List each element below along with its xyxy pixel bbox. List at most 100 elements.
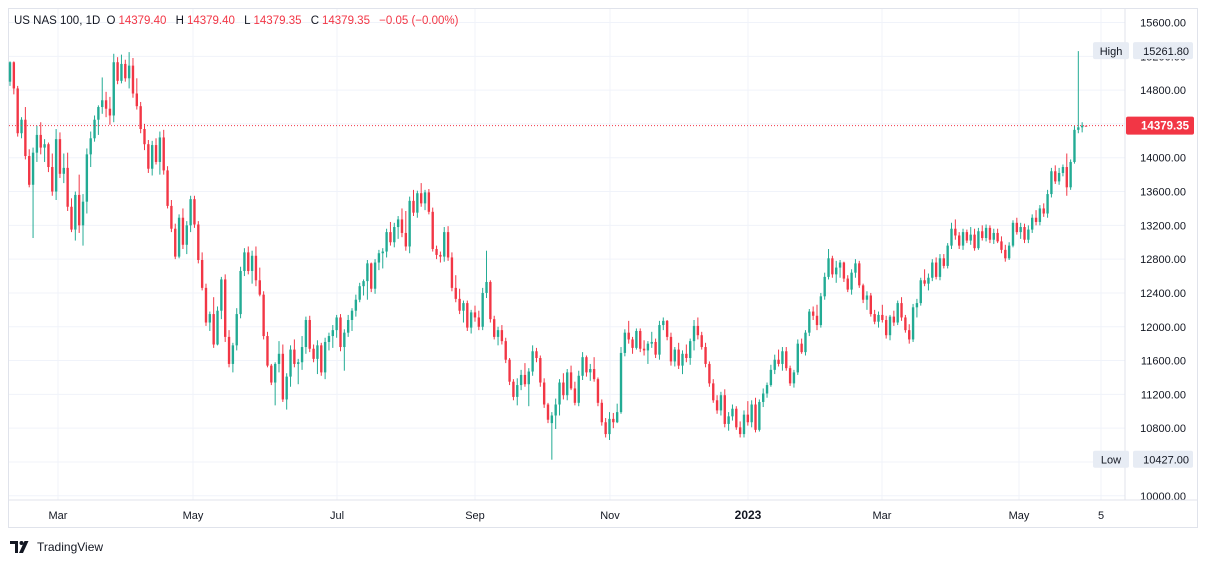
price-axis[interactable]: 15600.0015200.0014800.0014400.0014000.00… <box>1093 9 1194 503</box>
candle-body <box>577 375 580 403</box>
candle-body <box>1023 227 1026 240</box>
brand-name[interactable]: TradingView <box>37 540 104 554</box>
candle-body <box>1077 127 1080 130</box>
candle-body <box>1046 194 1049 214</box>
candle <box>796 339 799 375</box>
candle-body <box>712 383 715 401</box>
candle-body <box>419 193 423 204</box>
candle-body <box>608 418 611 435</box>
candle <box>327 332 331 351</box>
candle <box>708 361 711 387</box>
symbol-legend: US NAS 100, 1D O 14379.40 H 14379.40 L 1437… <box>14 13 461 29</box>
candle-body <box>496 330 500 337</box>
candle-body <box>881 314 884 320</box>
candle <box>808 309 811 337</box>
candle-body <box>323 341 327 373</box>
candle-body <box>62 167 65 174</box>
candle <box>954 219 957 240</box>
candle-body <box>811 311 815 316</box>
candle-body <box>258 280 261 295</box>
candle <box>904 314 907 333</box>
candle-body <box>308 319 311 349</box>
candle-body <box>235 314 238 346</box>
candle <box>1004 244 1007 262</box>
candle-body <box>858 263 861 286</box>
candle-body <box>266 336 269 366</box>
candle <box>504 337 507 364</box>
candle <box>931 259 934 282</box>
candle-body <box>147 144 150 169</box>
low-value-badge <box>1133 450 1193 468</box>
candle <box>331 325 334 348</box>
footer: TradingView <box>10 538 103 556</box>
candle <box>297 358 300 385</box>
candle <box>696 317 700 340</box>
candle <box>485 250 488 299</box>
candle <box>54 129 58 200</box>
candle-body <box>166 170 169 206</box>
candle-body <box>984 227 988 239</box>
candle <box>750 400 753 428</box>
candle <box>573 381 577 406</box>
candle-body <box>512 381 515 397</box>
candle <box>293 339 296 368</box>
high-label-badge <box>1093 42 1129 60</box>
candle-body <box>273 363 277 383</box>
candle-body <box>1065 167 1068 188</box>
candle-body <box>592 369 596 380</box>
candle-body <box>823 276 826 297</box>
candle <box>984 224 988 242</box>
candle <box>831 255 834 278</box>
time-tick-label: May <box>1009 510 1030 522</box>
candle-body <box>281 353 285 400</box>
candle <box>927 273 930 291</box>
candle <box>915 298 919 318</box>
candle <box>185 221 188 255</box>
candle <box>366 259 369 300</box>
candle <box>712 379 715 403</box>
symbol-title[interactable]: US NAS 100, 1D <box>14 15 101 27</box>
candle-body <box>831 258 834 275</box>
candle <box>400 208 404 238</box>
candle <box>635 328 638 350</box>
candle <box>124 59 127 82</box>
candle-body <box>527 371 530 385</box>
candle <box>788 365 792 386</box>
candle <box>266 331 269 368</box>
candle-body <box>731 408 734 417</box>
candle <box>358 282 361 303</box>
candle-body <box>304 319 308 348</box>
candle <box>343 329 346 371</box>
candle <box>792 369 796 388</box>
candle <box>431 207 434 252</box>
candle-body <box>412 200 415 213</box>
candle-body <box>742 414 746 435</box>
candle <box>627 320 630 344</box>
candle-body <box>673 349 677 362</box>
candle-body <box>377 253 381 263</box>
candle <box>43 139 46 162</box>
candle-body <box>1073 129 1076 162</box>
time-axis[interactable]: Mar May Jul Sep Nov 2023 Mar May 5 <box>9 499 1197 522</box>
candle-body <box>981 231 984 239</box>
candle <box>85 148 89 214</box>
candle-body <box>277 353 281 364</box>
candle <box>934 257 938 280</box>
candle-body <box>704 347 707 364</box>
candle <box>450 252 454 292</box>
candle-body <box>454 287 457 299</box>
candle <box>24 107 27 160</box>
candle <box>227 330 231 368</box>
candle <box>477 310 481 331</box>
last-price-badge <box>1126 116 1194 135</box>
candle-body <box>516 385 519 397</box>
tradingview-logo-icon[interactable] <box>10 541 32 553</box>
candle-body <box>20 119 23 134</box>
candle-body <box>700 335 703 348</box>
candle-body <box>658 325 661 355</box>
candle-body <box>715 400 719 411</box>
candle <box>569 365 573 391</box>
candle <box>723 389 726 428</box>
candle <box>466 300 469 331</box>
